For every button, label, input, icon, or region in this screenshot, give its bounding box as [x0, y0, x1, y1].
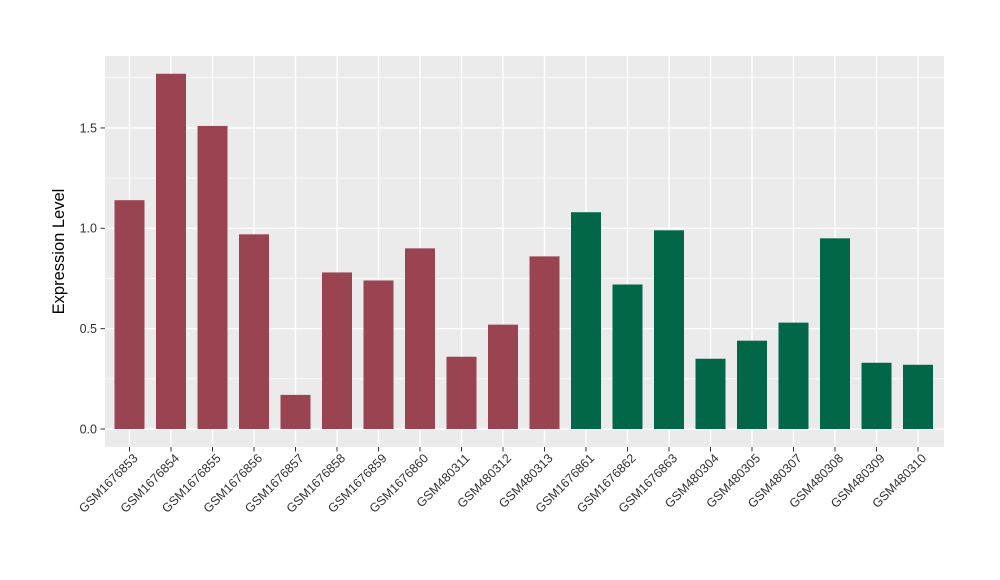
bar — [322, 272, 352, 429]
bar — [405, 248, 435, 429]
bar — [280, 394, 311, 429]
bar — [114, 200, 145, 429]
bar — [488, 324, 518, 429]
bar — [820, 238, 850, 429]
y-tick-label: 1.0 — [80, 222, 97, 236]
bar — [861, 362, 892, 429]
bar — [903, 364, 933, 429]
bar — [571, 212, 601, 429]
bar — [363, 280, 394, 429]
plot-panel — [105, 56, 944, 447]
y-tick-label: 0.0 — [80, 422, 97, 436]
bar — [695, 358, 726, 429]
bar — [612, 284, 643, 429]
y-tick-label: 0.5 — [80, 322, 97, 336]
bar — [197, 125, 228, 430]
y-axis-title: Expression Level — [50, 189, 68, 315]
bar — [239, 234, 269, 429]
bar — [737, 340, 767, 429]
bar — [446, 356, 477, 429]
y-tick-label: 1.5 — [80, 121, 97, 135]
bar — [654, 230, 684, 429]
bar — [529, 256, 560, 429]
bar — [778, 322, 809, 429]
bar — [156, 73, 186, 430]
